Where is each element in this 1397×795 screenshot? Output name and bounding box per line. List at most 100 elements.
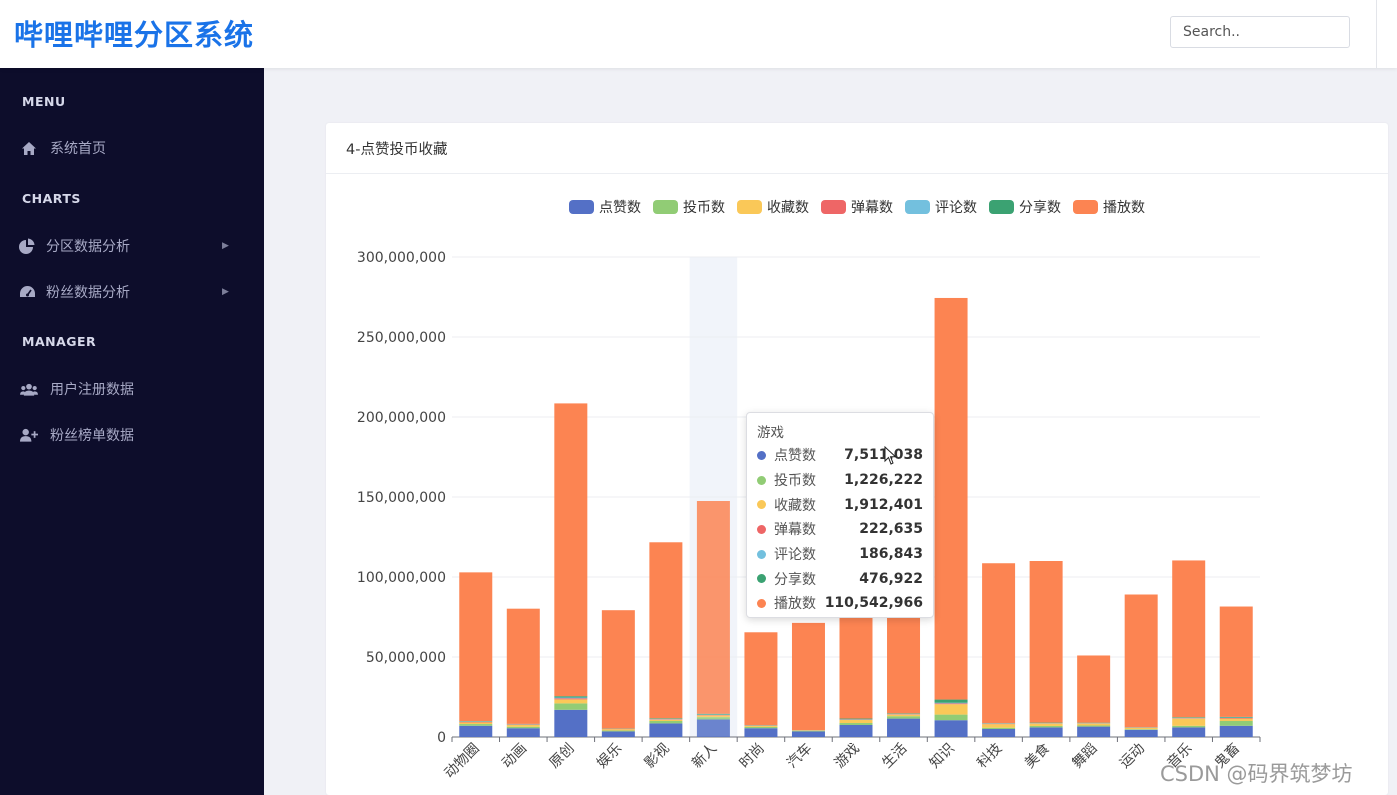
brand-title[interactable]: 哔哩哔哩分区系统	[14, 18, 255, 52]
bar-stack-4[interactable]	[649, 542, 683, 737]
bar-segment[interactable]	[1124, 729, 1158, 737]
bar-stack-3[interactable]	[601, 610, 635, 737]
bar-segment[interactable]	[506, 608, 540, 724]
legend-item[interactable]: 评论数	[905, 200, 977, 216]
bar-segment[interactable]	[934, 720, 968, 737]
bar-stack-12[interactable]	[1029, 561, 1063, 737]
bar-segment[interactable]	[506, 724, 540, 727]
bar-segment[interactable]	[839, 718, 873, 720]
bar-stack-13[interactable]	[1077, 655, 1111, 737]
bar-segment[interactable]	[554, 698, 588, 700]
bar-segment[interactable]	[1172, 560, 1206, 718]
legend-item[interactable]: 播放数	[1073, 200, 1145, 216]
sidebar-item-home[interactable]: 系统首页	[0, 130, 264, 166]
bar-stack-5[interactable]	[696, 501, 730, 737]
bar-segment[interactable]	[982, 724, 1016, 728]
bar-stack-16[interactable]	[1219, 606, 1253, 737]
bar-segment[interactable]	[982, 727, 1016, 729]
sidebar-item-fans-ranking[interactable]: 粉丝榜单数据	[0, 417, 264, 453]
bar-segment[interactable]	[1124, 727, 1158, 730]
bar-stack-15[interactable]	[1172, 560, 1206, 737]
bar-stack-14[interactable]	[1124, 594, 1158, 737]
bar-segment[interactable]	[887, 716, 921, 719]
bar-segment[interactable]	[459, 572, 493, 722]
bar-segment[interactable]	[1219, 717, 1253, 719]
bar-segment[interactable]	[554, 697, 588, 699]
bar-segment[interactable]	[554, 709, 588, 737]
bar-segment[interactable]	[744, 726, 778, 729]
bar-segment[interactable]	[649, 542, 683, 719]
stacked-bar-chart[interactable]: 0 50,000,000 100,000,000 150,000,000 200,000…	[326, 123, 1388, 795]
bar-stack-10[interactable]	[934, 297, 968, 737]
bar-segment[interactable]	[839, 719, 873, 724]
bar-segment[interactable]	[1077, 726, 1111, 737]
bar-segment[interactable]	[887, 718, 921, 737]
bar-segment[interactable]	[1219, 718, 1253, 721]
bar-segment[interactable]	[934, 714, 968, 721]
bar-segment[interactable]	[934, 703, 968, 705]
bar-segment[interactable]	[459, 725, 493, 737]
bar-segment[interactable]	[1029, 727, 1063, 737]
bar-segment[interactable]	[554, 699, 588, 704]
search-input[interactable]	[1170, 16, 1350, 48]
bar-segment[interactable]	[934, 699, 968, 703]
bar-stack-7[interactable]	[791, 622, 825, 737]
legend-item[interactable]: 弹幕数	[821, 200, 893, 216]
bar-stack-11[interactable]	[982, 563, 1016, 737]
bar-segment[interactable]	[1077, 655, 1111, 723]
bar-segment[interactable]	[982, 563, 1016, 724]
bar-segment[interactable]	[1219, 716, 1253, 718]
bar-stack-6[interactable]	[744, 632, 778, 737]
bar-segment[interactable]	[839, 724, 873, 737]
bar-segment[interactable]	[1124, 729, 1158, 730]
bar-segment[interactable]	[1029, 723, 1063, 726]
legend-item[interactable]: 点赞数	[569, 200, 641, 216]
bar-segment[interactable]	[696, 715, 730, 718]
bar-stack-2[interactable]	[554, 403, 588, 737]
bar-segment[interactable]	[601, 731, 635, 737]
bar-segment[interactable]	[554, 696, 588, 698]
bar-segment[interactable]	[1029, 561, 1063, 723]
bar-segment[interactable]	[791, 731, 825, 737]
bar-segment[interactable]	[601, 729, 635, 731]
bar-segment[interactable]	[506, 726, 540, 729]
legend-item[interactable]: 投币数	[653, 200, 725, 216]
bar-segment[interactable]	[839, 723, 873, 725]
bar-segment[interactable]	[696, 719, 730, 737]
bar-segment[interactable]	[649, 723, 683, 737]
bar-segment[interactable]	[744, 725, 778, 727]
bar-segment[interactable]	[1172, 717, 1206, 718]
bar-segment[interactable]	[554, 403, 588, 697]
bar-segment[interactable]	[649, 718, 683, 719]
bar-segment[interactable]	[459, 724, 493, 726]
bar-segment[interactable]	[1219, 725, 1253, 737]
bar-segment[interactable]	[649, 721, 683, 724]
bar-segment[interactable]	[1172, 718, 1206, 726]
bar-segment[interactable]	[696, 717, 730, 720]
bar-segment[interactable]	[934, 297, 968, 700]
legend-item[interactable]: 收藏数	[737, 200, 809, 216]
legend-item[interactable]: 分享数	[989, 199, 1061, 216]
bar-segment[interactable]	[696, 713, 730, 715]
bar-segment[interactable]	[1077, 723, 1111, 726]
bar-segment[interactable]	[1219, 606, 1253, 717]
bar-segment[interactable]	[1029, 725, 1063, 728]
bar-segment[interactable]	[934, 704, 968, 715]
bar-segment[interactable]	[459, 722, 493, 725]
sidebar-item-fans-analysis[interactable]: 粉丝数据分析 ▶	[0, 274, 264, 310]
bar-stack-1[interactable]	[506, 608, 540, 737]
sidebar-item-user-registration[interactable]: 用户注册数据	[0, 371, 264, 407]
bar-segment[interactable]	[744, 632, 778, 726]
bar-segment[interactable]	[554, 703, 588, 710]
bar-segment[interactable]	[934, 702, 968, 704]
bar-segment[interactable]	[696, 501, 730, 714]
bar-segment[interactable]	[887, 714, 921, 717]
bar-segment[interactable]	[1172, 727, 1206, 737]
bar-segment[interactable]	[601, 730, 635, 732]
bar-segment[interactable]	[791, 622, 825, 731]
bar-segment[interactable]	[744, 728, 778, 737]
bar-segment[interactable]	[982, 729, 1016, 737]
bar-segment[interactable]	[1219, 721, 1253, 726]
bar-segment[interactable]	[1124, 594, 1158, 728]
bar-segment[interactable]	[1077, 725, 1111, 727]
